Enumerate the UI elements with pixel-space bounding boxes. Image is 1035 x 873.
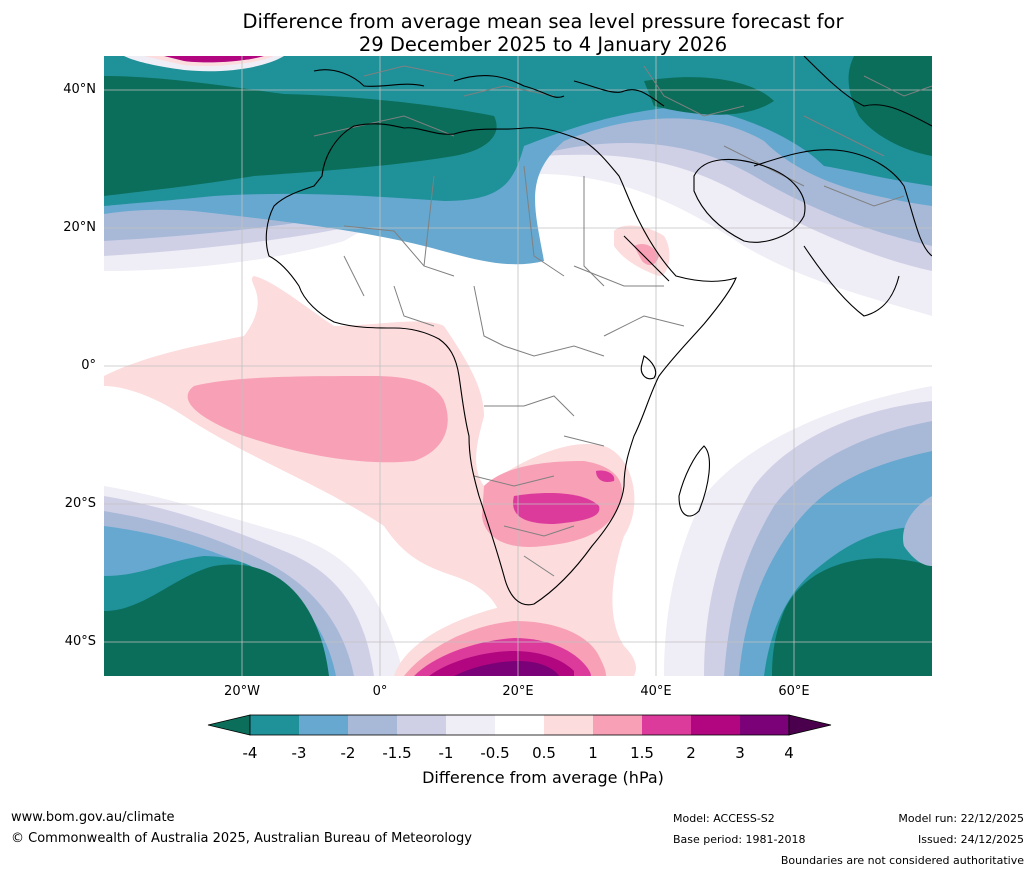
colorbar-segment (691, 715, 740, 735)
colorbar-tick-label: 4 (784, 744, 794, 762)
colorbar-segment (642, 715, 691, 735)
mozambique-p15 (596, 470, 615, 482)
colorbar-tick-label: 1.5 (630, 744, 654, 762)
east-edge-n15 (903, 496, 932, 566)
colorbar-segment (299, 715, 348, 735)
colorbar-arrow-high (788, 714, 832, 736)
colorbar-segment (348, 715, 397, 735)
title-line-2: 29 December 2025 to 4 January 2026 (358, 33, 728, 56)
lon-label-60e: 60°E (778, 684, 810, 699)
colorbar-segment (593, 715, 642, 735)
lon-label-20e: 20°E (502, 684, 534, 699)
red-sea-p1 (634, 244, 659, 266)
footer-base-period: Base period: 1981-2018 (673, 833, 806, 846)
north-belt-n4 (104, 76, 497, 196)
southeast-n4 (772, 558, 932, 676)
lat-label-40s: 40°S (64, 634, 96, 649)
lon-label-20w: 20°W (224, 684, 260, 699)
footer-model: Model: ACCESS-S2 (673, 812, 775, 825)
footer-disclaimer: Boundaries are not considered authoritat… (780, 854, 1024, 867)
central-asia-n4 (848, 56, 932, 156)
southern-africa-p15 (513, 493, 600, 524)
colorbar-segment (495, 715, 544, 735)
lat-label-20n: 20°N (63, 220, 96, 235)
footer-copyright: © Commonwealth of Australia 2025, Austra… (11, 831, 472, 846)
footer-website: www.bom.gov.au/climate (11, 810, 175, 825)
lat-label-20s: 20°S (64, 496, 96, 511)
colorbar-segment (397, 715, 446, 735)
colorbar-segment (250, 715, 299, 735)
north-top-p2 (164, 56, 264, 63)
colorbar-segment (446, 715, 495, 735)
atlantic-p05 (104, 276, 636, 676)
colorbar-tick-label: -3 (291, 744, 307, 762)
footer-issued: Issued: 24/12/2025 (917, 833, 1024, 846)
south-ocean-p3 (454, 661, 559, 676)
colorbar-segment (544, 715, 593, 735)
colorbar-arrow-low (207, 714, 251, 736)
country-borders (313, 65, 932, 577)
lon-label-0: 0° (372, 684, 388, 699)
colorbar-tick-label: -1 (438, 744, 454, 762)
colorbar-segment (740, 715, 789, 735)
colorbar-tick-label: 3 (735, 744, 745, 762)
coastlines (265, 56, 932, 606)
atlantic-p1 (187, 376, 448, 463)
colorbar (207, 714, 832, 736)
lat-label-0: 0° (81, 358, 96, 373)
colorbar-tick-label: 1 (588, 744, 598, 762)
southwest-n4 (104, 564, 329, 676)
colorbar-tick-label: 2 (686, 744, 696, 762)
map-svg (104, 56, 932, 676)
colorbar-label: Difference from average (hPa) (422, 768, 664, 787)
lat-label-40n: 40°N (63, 82, 96, 97)
colorbar-tick-label: 0.5 (532, 744, 556, 762)
title-line-1: Difference from average mean sea level p… (242, 10, 844, 33)
lon-label-40e: 40°E (640, 684, 672, 699)
footer-model-run: Model run: 22/12/2025 (898, 812, 1024, 825)
arabia-n4 (644, 77, 774, 115)
pressure-anomaly-map (104, 56, 932, 676)
colorbar-tick-label: -1.5 (382, 744, 412, 762)
colorbar-tick-label: -4 (242, 744, 258, 762)
chart-title: Difference from average mean sea level p… (100, 10, 986, 56)
colorbar-tick-label: -2 (340, 744, 356, 762)
colorbar-tick-label: -0.5 (480, 744, 510, 762)
